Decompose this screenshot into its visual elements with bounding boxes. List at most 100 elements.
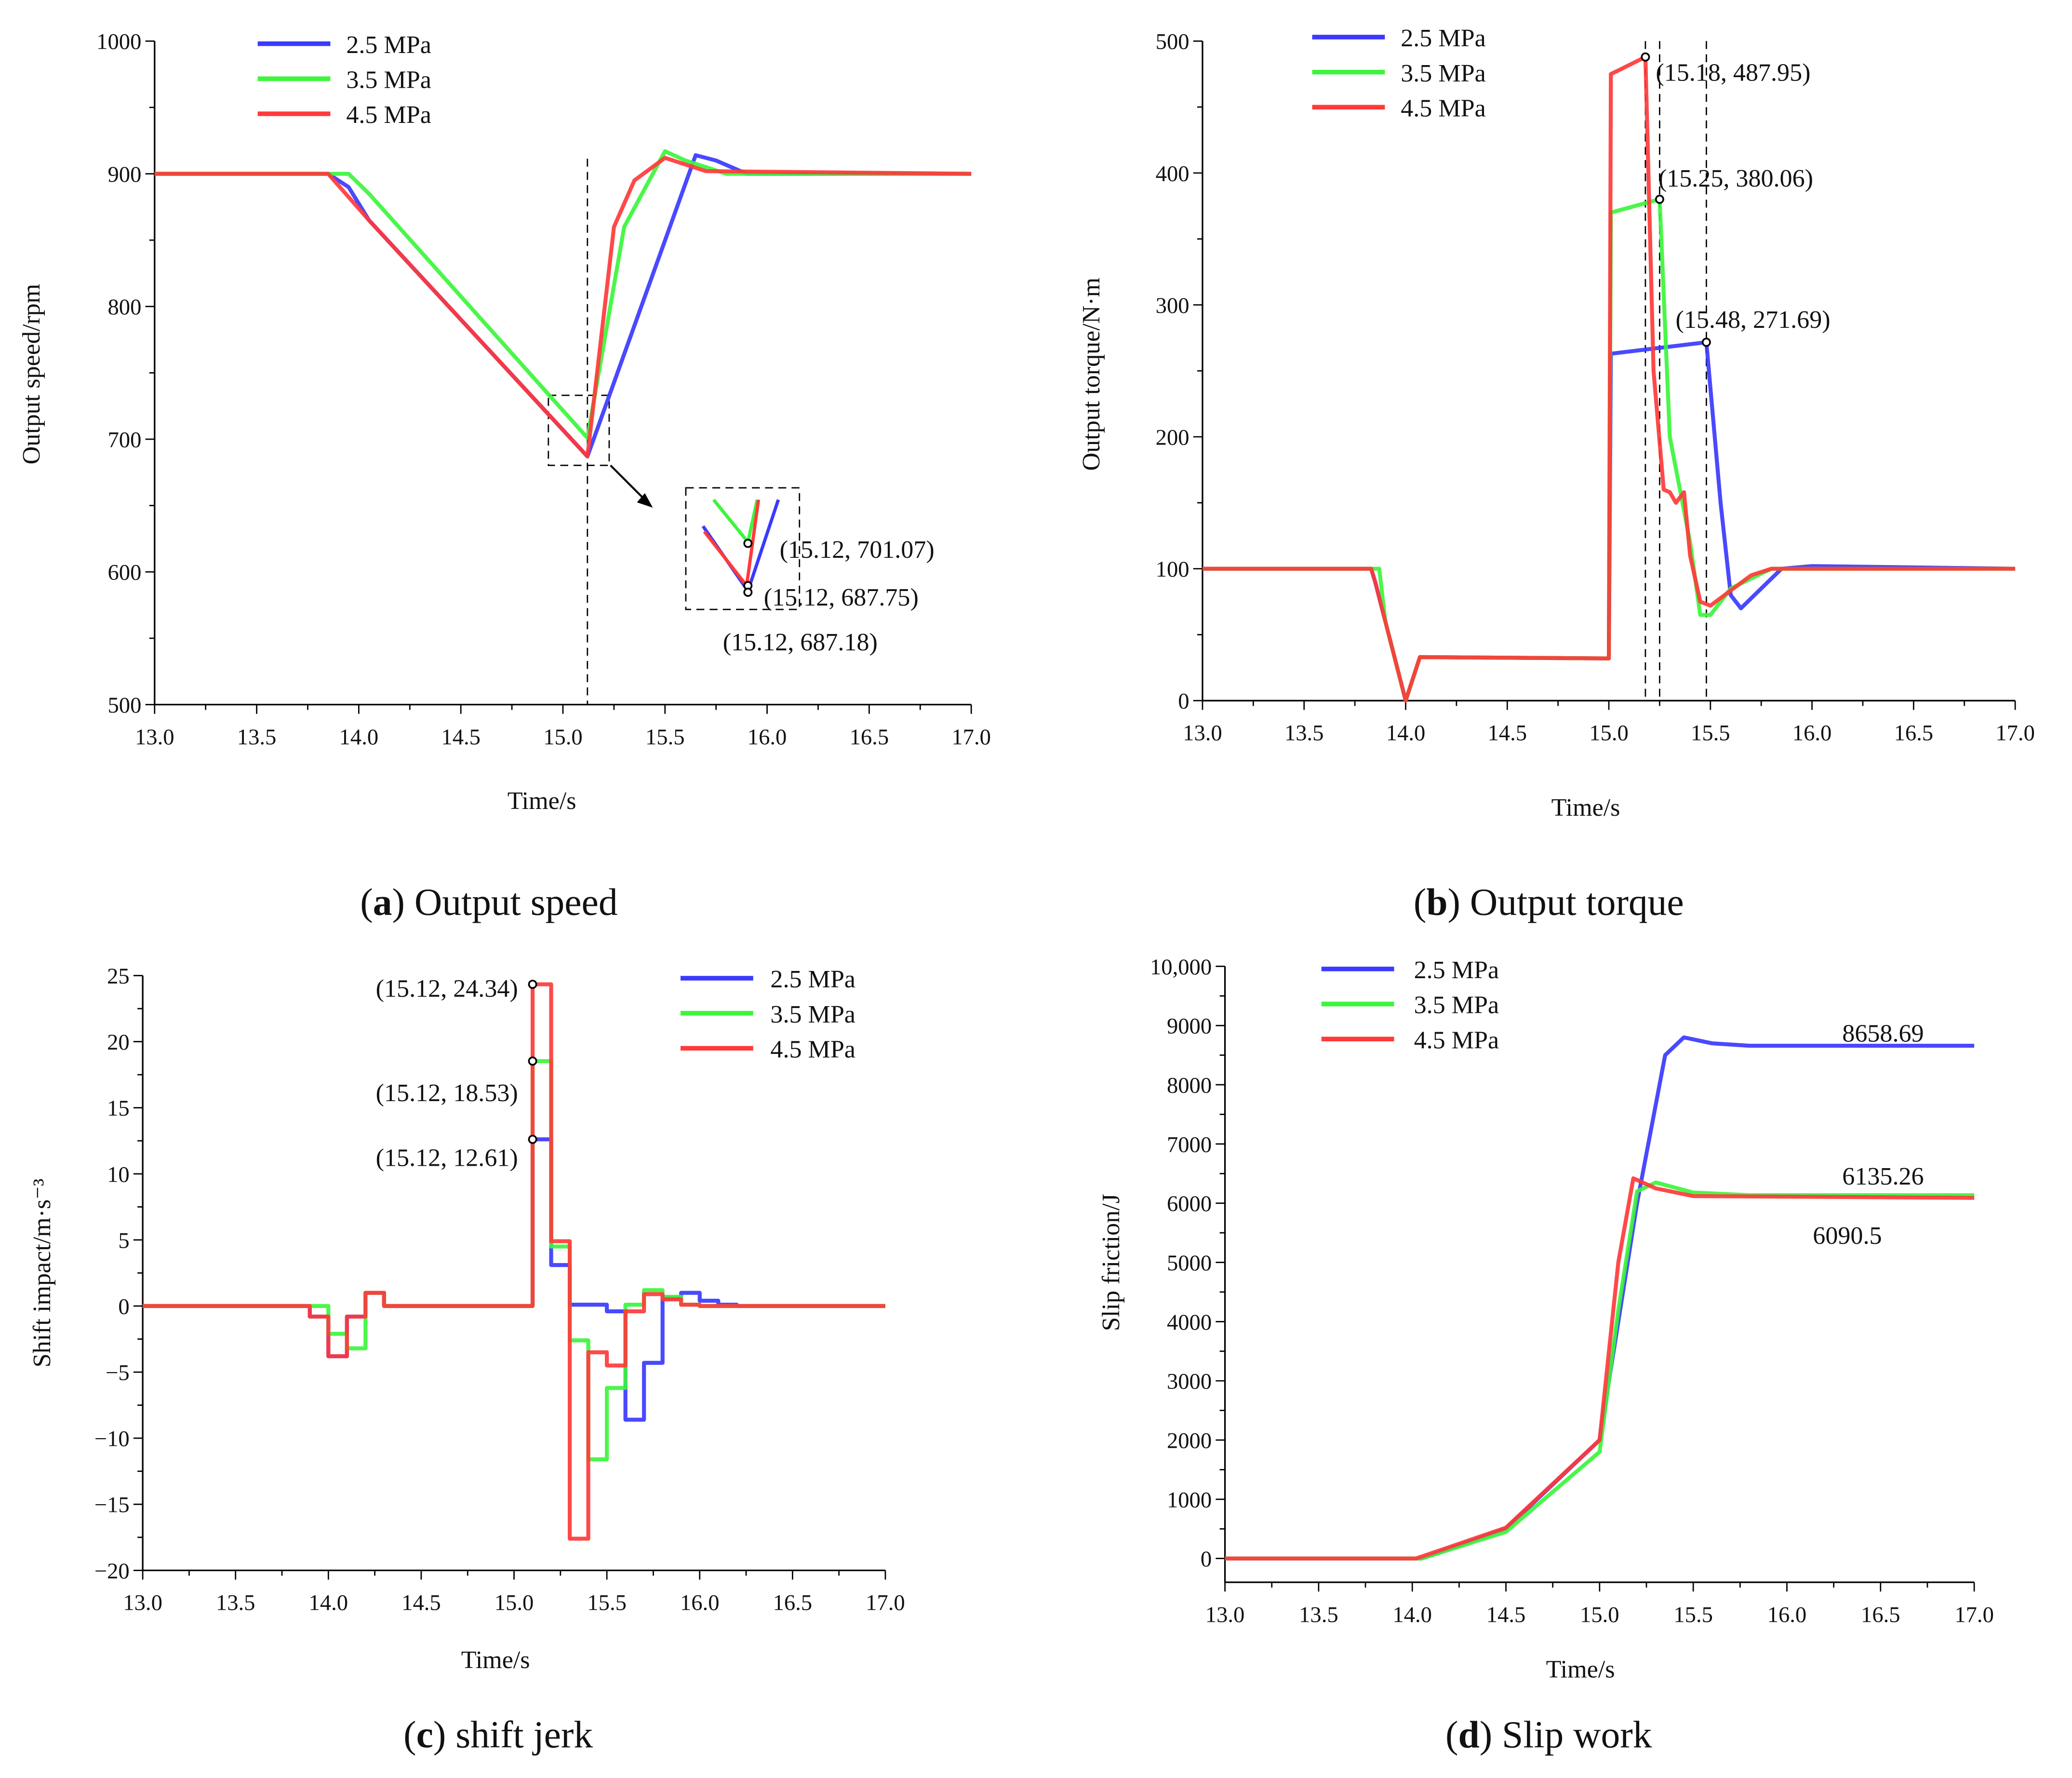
caption-letter: b bbox=[1426, 881, 1447, 923]
inset-box bbox=[685, 487, 801, 610]
legend-label: 2.5 MPa bbox=[770, 966, 856, 993]
legend-label: 2.5 MPa bbox=[1401, 25, 1486, 52]
x-tick-label: 14.0 bbox=[1392, 1602, 1432, 1627]
caption-letter: c bbox=[416, 1714, 433, 1756]
caption-paren: ( bbox=[1414, 881, 1426, 923]
x-tick-label: 16.0 bbox=[680, 1590, 720, 1616]
annotation-label: 6090.5 bbox=[1813, 1222, 1882, 1250]
series-line-4.5MPa bbox=[143, 982, 885, 1541]
y-tick-label: 500 bbox=[107, 693, 141, 718]
chart-panel-b: 13.0 13.5 14.0 14.5 15.0 15.5 16.0 16.5 17.0 0 100… bbox=[1078, 25, 2035, 923]
annotation-label: (15.12, 24.34) bbox=[376, 975, 518, 1002]
x-tick-label: 15.0 bbox=[1589, 721, 1629, 746]
caption-paren: ( bbox=[360, 881, 373, 923]
x-tick-label: 14.5 bbox=[401, 1590, 441, 1616]
data-marker bbox=[743, 588, 753, 597]
series-line-4.5MPa bbox=[1202, 55, 2016, 703]
annotation-label: (15.18, 487.95) bbox=[1656, 59, 1810, 86]
series-line-3.5MPa bbox=[1225, 1180, 1975, 1561]
y-tick-label: 400 bbox=[1156, 161, 1190, 186]
x-tick-label: 15.5 bbox=[1673, 1602, 1713, 1627]
x-tick-label: 13.5 bbox=[1284, 721, 1324, 746]
data-marker bbox=[528, 980, 537, 989]
y-tick-label: 600 bbox=[107, 560, 141, 585]
legend-label: 4.5 MPa bbox=[1401, 94, 1486, 122]
x-tick-label: 17.0 bbox=[1954, 1602, 1994, 1627]
y-tick-label: 3000 bbox=[1167, 1369, 1212, 1394]
legend-label: 3.5 MPa bbox=[770, 1001, 856, 1028]
caption-paren: ) bbox=[392, 881, 405, 923]
annotation-label: (15.48, 271.69) bbox=[1675, 306, 1830, 334]
caption-paren: ) bbox=[1448, 881, 1460, 923]
x-tick-label: 17.0 bbox=[1995, 721, 2035, 746]
zoom-arrow-head bbox=[637, 493, 653, 508]
y-tick-label: −15 bbox=[94, 1493, 130, 1518]
x-tick-label: 14.5 bbox=[441, 725, 481, 750]
y-tick-label: 0 bbox=[118, 1294, 129, 1319]
zoom-region-box bbox=[548, 394, 610, 466]
y-tick-label: 15 bbox=[107, 1096, 130, 1121]
y-tick-label: 8000 bbox=[1167, 1073, 1212, 1098]
y-tick-label: 100 bbox=[1156, 557, 1190, 582]
series-line-3.5MPa bbox=[143, 1059, 885, 1462]
caption-paren: ( bbox=[1445, 1714, 1458, 1756]
caption-text: shift jerk bbox=[446, 1714, 593, 1756]
y-tick-label: 0 bbox=[1178, 689, 1189, 714]
y-tick-label: 6000 bbox=[1167, 1191, 1212, 1216]
figure-caption: (b) Output torque bbox=[1414, 881, 1684, 923]
series-line-4.5MPa bbox=[1225, 1176, 1975, 1561]
legend-label: 3.5 MPa bbox=[1401, 60, 1486, 87]
chart-panel-c: 13.0 13.5 14.0 14.5 15.0 15.5 16.0 16.5 17.0 −20 −… bbox=[28, 964, 905, 1756]
chart-panel-a: 13.0 13.5 14.0 14.5 15.0 15.5 16.0 16.5 17.0 500 6… bbox=[18, 29, 991, 924]
annotation-label: (15.12, 18.53) bbox=[376, 1079, 518, 1107]
y-tick-label: 25 bbox=[107, 964, 130, 989]
y-tick-label: 500 bbox=[1156, 29, 1190, 54]
x-tick-label: 14.0 bbox=[1386, 721, 1426, 746]
y-tick-label: 200 bbox=[1156, 425, 1190, 450]
y-tick-label: 10 bbox=[107, 1162, 130, 1187]
x-tick-label: 15.0 bbox=[1580, 1602, 1619, 1627]
data-marker bbox=[1701, 337, 1711, 347]
caption-paren: ) bbox=[433, 1714, 446, 1756]
data-marker bbox=[743, 539, 753, 548]
y-tick-label: −5 bbox=[106, 1360, 130, 1386]
data-marker bbox=[528, 1134, 537, 1144]
x-tick-label: 14.0 bbox=[339, 725, 379, 750]
annotation-label: (15.12, 12.61) bbox=[376, 1144, 518, 1172]
x-tick-label: 14.5 bbox=[1486, 1602, 1526, 1627]
figure-caption: (c) shift jerk bbox=[403, 1714, 593, 1756]
caption-paren: ( bbox=[403, 1714, 416, 1756]
x-tick-label: 15.5 bbox=[645, 725, 685, 750]
y-tick-label: 2000 bbox=[1167, 1428, 1212, 1453]
x-axis-label: Time/s bbox=[1551, 794, 1620, 822]
y-tick-label: 1000 bbox=[1167, 1487, 1212, 1512]
x-tick-label: 16.0 bbox=[1792, 721, 1832, 746]
annotation-label: (15.12, 687.75) bbox=[764, 584, 919, 611]
y-tick-label: −10 bbox=[94, 1427, 130, 1452]
y-axis-label: Output torque/N·m bbox=[1078, 278, 1105, 471]
caption-text: Slip work bbox=[1492, 1714, 1652, 1756]
x-tick-label: 16.5 bbox=[1894, 721, 1934, 746]
x-tick-label: 13.0 bbox=[135, 725, 174, 750]
y-tick-label: 900 bbox=[107, 162, 141, 187]
x-tick-label: 16.0 bbox=[1767, 1602, 1807, 1627]
series-line-4.5MPa bbox=[154, 156, 972, 458]
y-axis-label: Slip friction/J bbox=[1097, 1194, 1125, 1331]
chart-panel-d: 13.0 13.5 14.0 14.5 15.0 15.5 16.0 16.5 17.0 0 100… bbox=[1097, 955, 1994, 1756]
y-axis-label: Output speed/rpm bbox=[18, 284, 45, 465]
y-tick-label: 5 bbox=[118, 1228, 129, 1253]
x-tick-label: 13.0 bbox=[1183, 721, 1222, 746]
x-tick-label: 13.5 bbox=[216, 1590, 255, 1616]
zoom-arrow bbox=[610, 464, 646, 501]
x-tick-label: 16.0 bbox=[748, 725, 787, 750]
caption-letter: d bbox=[1458, 1714, 1480, 1756]
x-tick-label: 14.0 bbox=[309, 1590, 348, 1616]
x-tick-label: 14.5 bbox=[1487, 721, 1527, 746]
annotation-label: 8658.69 bbox=[1842, 1020, 1924, 1048]
caption-text: Output speed bbox=[405, 881, 618, 923]
series-line-2.5MPa bbox=[143, 1137, 885, 1422]
y-tick-label: 10,000 bbox=[1150, 955, 1212, 980]
x-tick-label: 15.0 bbox=[543, 725, 583, 750]
x-tick-label: 13.5 bbox=[1299, 1602, 1338, 1627]
